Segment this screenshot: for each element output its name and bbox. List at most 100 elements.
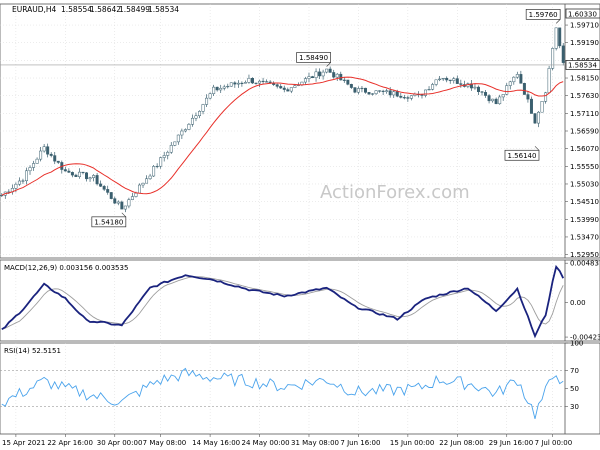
time-tick-label: 14 May 16:00	[192, 439, 240, 447]
price-tick-label: 1.59190	[570, 39, 599, 47]
candle-body	[303, 78, 307, 83]
price-candles	[0, 27, 565, 213]
candle-body	[120, 201, 124, 210]
candle-body	[363, 87, 367, 93]
candle-body	[459, 83, 463, 85]
candle-body	[32, 163, 36, 168]
candle-body	[409, 95, 413, 99]
candle-body	[286, 89, 290, 92]
moving-average-line	[1, 76, 564, 196]
candle-body	[134, 192, 138, 197]
candle-body	[53, 155, 57, 162]
candle-body	[529, 98, 533, 114]
annotation-box	[504, 149, 540, 161]
candle-body	[116, 201, 120, 204]
macd-line	[1, 264, 565, 339]
candle-body	[201, 104, 205, 112]
candle-body	[49, 153, 53, 156]
candle-body	[205, 97, 209, 105]
ohlc-open: 1.58554	[61, 5, 92, 14]
candle-body	[371, 93, 375, 95]
candle-body	[99, 183, 103, 187]
price-tick-label: 1.57110	[570, 110, 599, 118]
price-tick-label: 1.55030	[570, 180, 599, 188]
ohlc-low: 1.58499	[119, 5, 150, 14]
candle-body	[229, 82, 233, 87]
ohlc-close: 1.58534	[148, 5, 179, 14]
candle-body	[349, 84, 353, 88]
annotation-connector	[326, 62, 331, 67]
top-price-badge-box	[565, 8, 600, 19]
candle-body	[282, 87, 286, 90]
candle-body	[519, 74, 523, 84]
annotation-label: 1.58490	[299, 54, 328, 62]
candle-body	[480, 91, 484, 93]
candle-body	[63, 169, 67, 172]
candle-body	[74, 174, 78, 177]
candle-body	[24, 170, 28, 182]
rsi-label: RSI(14) 52.5151	[4, 347, 61, 355]
candle-body	[402, 97, 406, 99]
price-gridlines	[0, 4, 565, 258]
candle-body	[434, 79, 438, 85]
candle-body	[21, 180, 25, 182]
candle-body	[247, 77, 251, 83]
annotation-label: 1.54180	[94, 218, 123, 226]
candle-body	[289, 87, 293, 92]
candle-body	[67, 170, 71, 173]
macd-panel: 0.004837 0.00 -0.004237 MACD(12,26,9) 0.00…	[1, 260, 600, 342]
price-tick-label: 1.56590	[570, 128, 599, 136]
candle-body	[476, 86, 480, 92]
annotation-connector	[121, 212, 127, 218]
candle-body	[325, 68, 329, 73]
candle-body	[14, 183, 18, 189]
candle-body	[318, 71, 322, 77]
time-tick-label: 29 Jun 16:00	[489, 439, 533, 447]
candle-body	[537, 111, 541, 124]
candle-body	[293, 85, 297, 88]
price-tick-label: 1.53470	[570, 233, 599, 241]
candle-body	[353, 87, 357, 93]
candle-body	[311, 76, 315, 79]
candle-body	[335, 73, 339, 78]
candle-body	[342, 79, 346, 81]
candle-body	[265, 81, 269, 83]
price-tick-label: 1.58150	[570, 75, 599, 83]
candle-body	[39, 150, 43, 160]
candle-body	[233, 82, 237, 85]
candle-body	[17, 180, 21, 185]
candle-body	[183, 129, 187, 132]
top-price-badge: 1.60330	[565, 8, 600, 19]
candle-body	[392, 91, 396, 96]
candle-body	[0, 194, 4, 197]
candle-body	[501, 94, 505, 98]
candle-body	[173, 141, 177, 146]
candle-body	[346, 79, 350, 85]
candle-body	[512, 76, 516, 83]
candle-body	[123, 205, 127, 210]
candle-body	[441, 77, 445, 80]
candle-body	[554, 27, 558, 49]
candle-body	[424, 89, 428, 96]
candle-body	[388, 90, 392, 96]
time-tick-label: 7 May 08:00	[143, 439, 187, 447]
rsi-tick-label: 50	[570, 385, 579, 393]
candle-body	[46, 146, 50, 155]
time-tick-label: 15 Apr 2021	[2, 439, 45, 447]
candle-body	[399, 95, 403, 98]
candle-body	[148, 175, 152, 180]
rsi-tick-label: 100	[570, 340, 583, 348]
candle-body	[28, 167, 32, 172]
annotation-box	[296, 52, 331, 63]
candle-body	[367, 92, 371, 95]
candle-body	[208, 93, 212, 99]
time-tick-label: 31 May 08:00	[291, 439, 339, 447]
candle-body	[314, 71, 318, 79]
price-tick-label: 1.59710	[570, 22, 599, 30]
candle-body	[88, 177, 92, 180]
candle-body	[498, 96, 502, 105]
candle-body	[240, 82, 244, 85]
candle-body	[275, 84, 279, 87]
candle-body	[152, 166, 156, 177]
candle-body	[194, 115, 198, 119]
